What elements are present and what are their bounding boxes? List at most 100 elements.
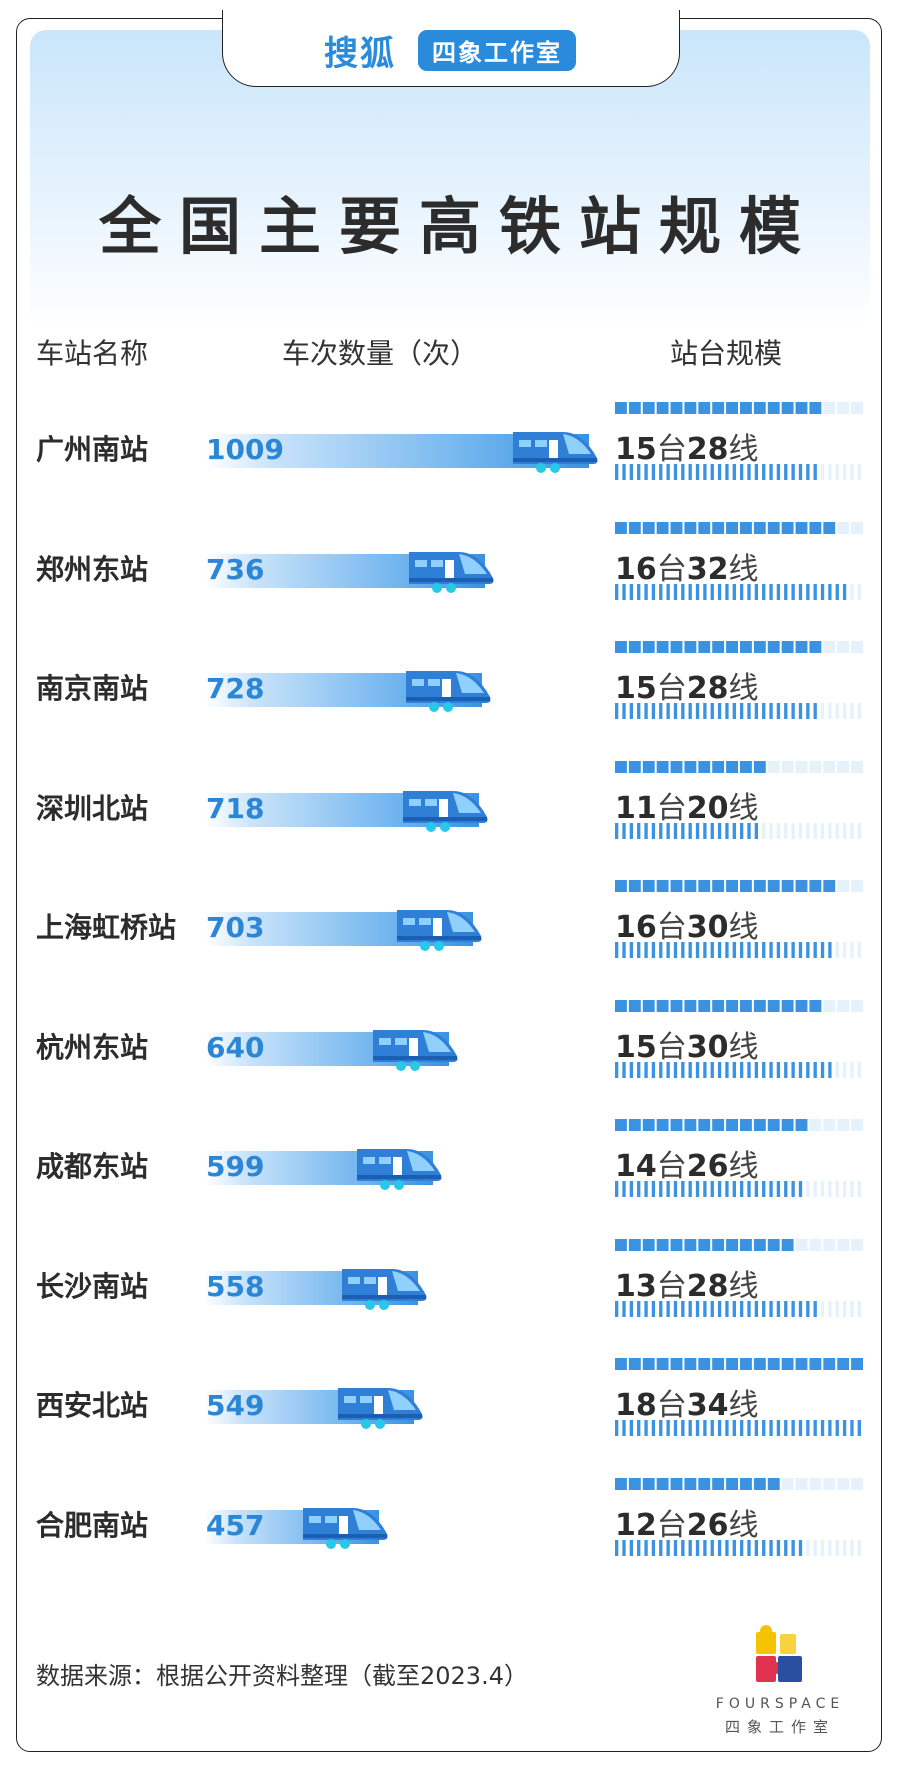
platform-cell-filled xyxy=(740,1238,752,1251)
platform-cell-filled xyxy=(795,880,808,892)
track-tick-filled xyxy=(695,1420,700,1436)
track-tick-filled xyxy=(813,1300,817,1317)
track-tick-filled xyxy=(806,1420,810,1436)
track-tick-filled xyxy=(747,942,751,958)
track-tick-filled xyxy=(813,583,817,600)
platform-cell-filled xyxy=(698,402,711,414)
track-tick-filled xyxy=(732,703,736,719)
track-tick-filled xyxy=(769,583,773,600)
track-tick-empty xyxy=(820,822,825,839)
chart-row: 上海虹桥站 703 16台30线 xyxy=(0,880,900,1018)
track-tick-empty xyxy=(813,822,817,839)
track-tick-filled xyxy=(820,583,825,600)
train-icon xyxy=(357,1149,442,1190)
platform-cell-empty xyxy=(781,1477,794,1490)
platform-cell-filled xyxy=(726,641,738,653)
platform-cell-filled xyxy=(642,1238,655,1251)
track-tick-filled xyxy=(842,583,847,600)
track-tick-filled xyxy=(717,1420,722,1436)
track-tick-empty xyxy=(850,942,854,958)
track-tick-filled xyxy=(828,1420,832,1436)
platform-cell-filled xyxy=(767,1477,780,1490)
track-tick-filled xyxy=(791,1420,795,1436)
track-tick-empty xyxy=(850,1539,854,1556)
platform-cell-filled xyxy=(740,999,752,1012)
train-count-label: 736 xyxy=(206,552,265,586)
track-tick-filled xyxy=(776,464,781,480)
track-tick-filled xyxy=(615,464,619,480)
track-tick-filled xyxy=(820,1061,825,1078)
page-title: 全国主要高铁站规模 xyxy=(98,190,819,263)
train-icon xyxy=(513,432,598,473)
track-tick-filled xyxy=(629,464,634,480)
track-tick-filled xyxy=(622,1061,626,1078)
station-label: 长沙南站 xyxy=(36,1269,149,1303)
platform-cell-empty xyxy=(823,402,836,414)
track-tick-filled xyxy=(637,1539,641,1556)
track-tick-filled xyxy=(717,1539,722,1556)
platform-cell-filled xyxy=(684,1238,697,1251)
track-tick-filled xyxy=(629,1061,634,1078)
track-tick-filled xyxy=(798,583,803,600)
track-tick-empty xyxy=(820,1300,825,1317)
platform-cell-filled xyxy=(684,1358,697,1370)
track-tick-filled xyxy=(740,464,744,480)
track-tick-filled xyxy=(637,942,641,958)
platform-cell-filled xyxy=(628,1119,641,1131)
platform-label: 11台20线 xyxy=(615,790,759,826)
track-tick-filled xyxy=(791,583,795,600)
track-tick-filled xyxy=(615,1300,619,1317)
track-tick-filled xyxy=(695,703,700,719)
platform-cell-filled xyxy=(656,999,669,1012)
track-tick-filled xyxy=(776,703,781,719)
track-tick-filled xyxy=(703,583,707,600)
platform-cell-empty xyxy=(837,521,850,534)
track-tick-filled xyxy=(710,1300,714,1317)
platform-cell-filled xyxy=(684,1477,697,1490)
track-tick-empty xyxy=(835,1539,839,1556)
track-tick-filled xyxy=(776,583,781,600)
platform-cell-filled xyxy=(753,641,766,653)
track-tick-filled xyxy=(659,703,663,719)
track-tick-filled xyxy=(791,1539,795,1556)
track-tick-filled xyxy=(813,464,817,480)
platform-cell-empty xyxy=(851,999,863,1012)
track-tick-filled xyxy=(776,1181,781,1197)
track-tick-filled xyxy=(776,1420,781,1436)
platform-cell-filled xyxy=(656,880,669,892)
track-tick-filled xyxy=(688,464,692,480)
train-count-label: 718 xyxy=(206,791,265,825)
platform-cell-filled xyxy=(670,1119,683,1131)
platform-cells xyxy=(615,1238,863,1251)
track-tick-filled xyxy=(622,1300,626,1317)
track-tick-empty xyxy=(842,942,847,958)
track-tick-filled xyxy=(791,942,795,958)
track-tick-filled xyxy=(615,1420,619,1436)
track-tick-filled xyxy=(695,822,700,839)
track-tick-filled xyxy=(681,822,685,839)
chart-row: 西安北站 549 18台34线 xyxy=(0,1358,900,1496)
train-count-label: 457 xyxy=(206,1508,265,1542)
platform-cell-filled xyxy=(726,1238,738,1251)
platform-label: 15台28线 xyxy=(615,432,759,467)
track-tick-filled xyxy=(644,1061,648,1078)
platform-cell-filled xyxy=(615,641,627,653)
track-tick-empty xyxy=(857,1061,861,1078)
track-tick-empty xyxy=(798,822,803,839)
track-tick-filled xyxy=(666,1181,670,1197)
track-tick-empty xyxy=(857,583,861,600)
track-tick-filled xyxy=(681,1300,685,1317)
track-tick-empty xyxy=(828,1181,832,1197)
track-tick-filled xyxy=(681,703,685,719)
track-tick-empty xyxy=(835,464,839,480)
platform-cell-empty xyxy=(781,760,794,773)
track-tick-filled xyxy=(725,822,729,839)
track-tick-filled xyxy=(842,1420,847,1436)
chart-row: 郑州东站 736 16台32线 xyxy=(0,521,900,660)
platform-cell-filled xyxy=(753,1477,766,1490)
platform-cell-empty xyxy=(795,1238,808,1251)
sohu-logo: 搜狐 xyxy=(324,34,396,74)
track-tick-empty xyxy=(857,1539,861,1556)
track-tick-empty xyxy=(842,1300,847,1317)
platform-cell-filled xyxy=(684,402,697,414)
